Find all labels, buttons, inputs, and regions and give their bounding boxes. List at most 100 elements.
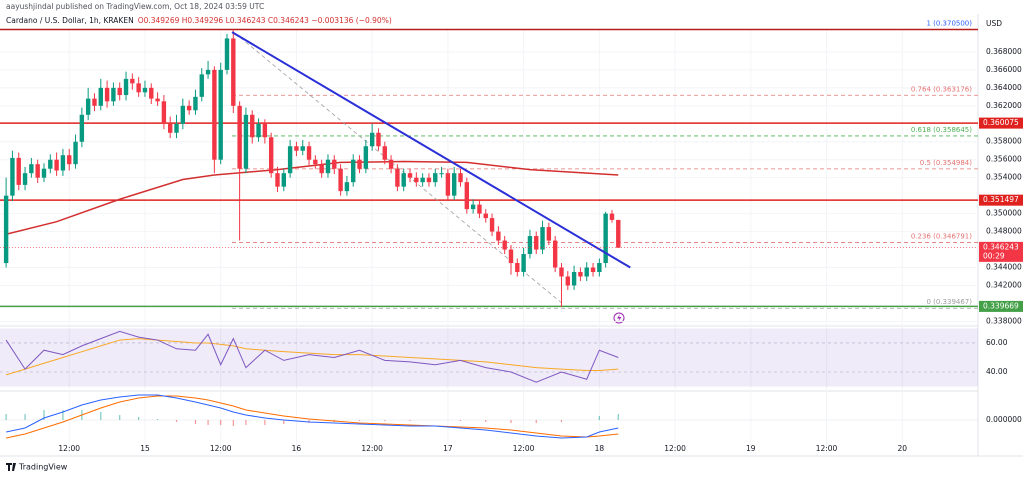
last-price-box [979, 241, 1023, 262]
macd-histogram-bar [598, 416, 600, 420]
candle-body [199, 74, 204, 97]
candle-body [205, 69, 211, 75]
macd-histogram-bar [175, 420, 178, 422]
candle-body [142, 87, 148, 93]
candle-body [212, 69, 217, 160]
candle-body [363, 146, 369, 169]
macd-tick-label: 0.000000 [986, 415, 1022, 424]
candle-body [552, 240, 558, 268]
y-tick-label: 0.354000 [986, 173, 1022, 182]
alert-icon [613, 312, 625, 324]
candle-body [439, 173, 444, 175]
candle-body [420, 177, 425, 183]
rsi-line [5, 330, 619, 383]
candle-body [426, 177, 432, 183]
x-tick-label: 12:00 [361, 444, 383, 453]
macd-histogram-bar [5, 414, 7, 420]
fib-label: 1 (0.370500) [926, 19, 972, 27]
candle-body [313, 159, 318, 165]
level-price-box [979, 194, 1023, 206]
x-tick-label: 19 [746, 444, 756, 453]
candle-body [609, 213, 615, 220]
macd-histogram-bar [232, 420, 234, 426]
candle-body [546, 227, 552, 241]
fib-label: 0.618 (0.358645) [911, 126, 972, 134]
candle-body [180, 105, 186, 124]
publisher-note: aayushjindal published on TradingView.co… [6, 2, 264, 11]
candle-body [224, 38, 230, 70]
symbol-title: Cardano / U.S. Dollar, 1h, KRAKEN O0.3492… [6, 16, 392, 25]
x-tick-label: 20 [897, 444, 907, 453]
fib-label: 0.764 (0.363176) [911, 85, 972, 93]
candle-body [117, 87, 122, 96]
macd-histogram-bar [283, 420, 285, 424]
candle-body [174, 123, 179, 133]
rsi-band [0, 328, 978, 387]
x-tick-label: 18 [595, 444, 605, 453]
y-tick-label: 0.364000 [986, 83, 1022, 92]
macd-histogram-bar [138, 417, 140, 420]
macd-histogram-bar [207, 420, 209, 425]
macd-histogram-bar [62, 410, 64, 420]
candle-body [3, 195, 9, 264]
y-tick-label: 0.348000 [986, 227, 1022, 236]
y-tick-label: 0.350000 [986, 209, 1022, 218]
candle-body [496, 231, 501, 241]
candle-body [73, 141, 78, 165]
y-tick-label: 0.366000 [986, 65, 1022, 74]
x-tick-label: 12:00 [513, 444, 535, 453]
candle-body [250, 114, 255, 138]
macd-histogram-bar [409, 420, 411, 421]
fib-label: 0.5 (0.354984) [920, 159, 972, 167]
candle-body [369, 132, 375, 147]
rsi-tick-label: 40.00 [986, 367, 1008, 376]
y-tick-label: 0.338000 [986, 316, 1022, 325]
fib-label: 0.236 (0.346791) [911, 232, 972, 240]
candle-body [161, 101, 167, 124]
candle-body [559, 267, 564, 277]
candle-body [104, 87, 110, 102]
y-tick-label: 0.358000 [986, 137, 1022, 146]
macd-line [6, 394, 619, 439]
macd-histogram-bar [194, 420, 197, 424]
candle-body [243, 114, 249, 169]
macd-histogram-bar [485, 420, 487, 422]
candle-body [35, 164, 40, 178]
candle-body [382, 146, 387, 160]
candle-body [281, 173, 287, 187]
candle-body [597, 263, 602, 273]
macd-histogram-bar [220, 420, 222, 425]
candle-body [451, 173, 457, 196]
y-tick-label: 0.342000 [986, 280, 1022, 289]
candle-body [193, 96, 198, 111]
macd-histogram-bar [119, 415, 121, 420]
candle-body [483, 213, 488, 219]
macd-histogram-bar [245, 420, 247, 425]
candle-body [22, 173, 28, 185]
x-tick-label: 12:00 [816, 444, 838, 453]
candle-body [149, 87, 154, 99]
level-price-label: 0.360075 [983, 118, 1019, 127]
x-tick-label: 12:00 [58, 444, 80, 453]
fib-label: 0 (0.339467) [926, 298, 972, 306]
level-price-label: 0.351497 [983, 195, 1019, 204]
y-tick-label: 0.368000 [986, 47, 1022, 56]
candle-body [376, 132, 381, 147]
candle-body [123, 78, 129, 96]
ohlc-legend: O0.349269 H0.349296 L0.346243 C0.346243 … [138, 16, 392, 25]
candle-body [357, 159, 362, 169]
trend-line [231, 31, 631, 269]
macd-histogram-bar [384, 420, 386, 421]
candle-body [136, 83, 141, 93]
candle-body [332, 159, 337, 169]
candle-body [401, 173, 406, 187]
candle-body [458, 173, 463, 183]
candle-body [489, 218, 495, 232]
candle-body [571, 272, 577, 286]
candle-body [16, 157, 21, 185]
candle-body [603, 213, 608, 264]
candle-body [231, 38, 236, 106]
candle-body [502, 240, 507, 250]
candle-body [351, 159, 356, 183]
